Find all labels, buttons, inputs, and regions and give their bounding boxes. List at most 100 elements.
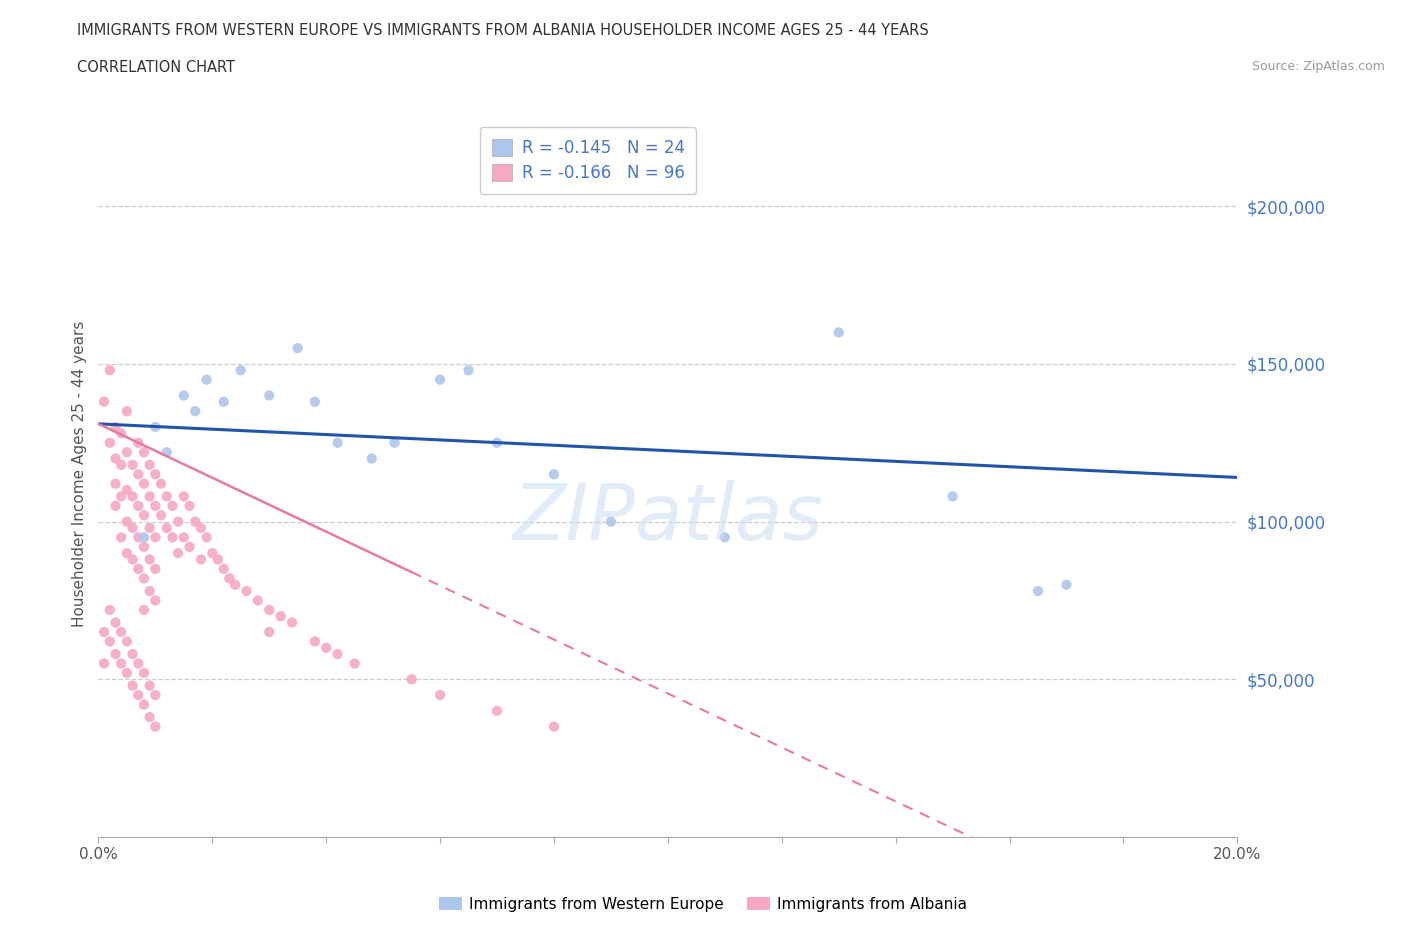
Point [98, 363, 121, 378]
Point [235, 583, 257, 598]
Point [173, 388, 195, 403]
Point [110, 625, 132, 640]
Point [98, 603, 121, 618]
Point [212, 394, 235, 409]
Point [184, 514, 207, 529]
Point [429, 372, 451, 387]
Point [138, 583, 160, 598]
Point [1026, 583, 1049, 598]
Point [201, 546, 224, 561]
Point [156, 521, 179, 536]
Point [93, 625, 115, 640]
Point [173, 489, 195, 504]
Point [138, 489, 160, 504]
Point [127, 656, 149, 671]
Point [104, 498, 127, 513]
Point [384, 435, 406, 450]
Point [360, 451, 382, 466]
Point [600, 514, 623, 529]
Text: CORRELATION CHART: CORRELATION CHART [77, 60, 235, 75]
Point [486, 703, 509, 718]
Point [127, 530, 149, 545]
Point [281, 615, 304, 630]
Point [121, 458, 143, 472]
Point [132, 445, 155, 459]
Point [115, 404, 138, 418]
Point [326, 435, 349, 450]
Point [121, 521, 143, 536]
Point [179, 539, 201, 554]
Point [98, 634, 121, 649]
Point [138, 678, 160, 693]
Point [156, 445, 179, 459]
Point [259, 388, 281, 403]
Point [270, 609, 292, 624]
Point [195, 372, 218, 387]
Point [93, 656, 115, 671]
Point [132, 603, 155, 618]
Point [401, 671, 423, 686]
Point [115, 483, 138, 498]
Point [145, 719, 167, 734]
Point [127, 467, 149, 482]
Point [104, 615, 127, 630]
Point [714, 530, 737, 545]
Point [315, 641, 337, 656]
Point [543, 719, 565, 734]
Point [184, 404, 207, 418]
Point [127, 435, 149, 450]
Point [304, 634, 326, 649]
Point [132, 508, 155, 523]
Point [179, 498, 201, 513]
Point [207, 552, 229, 567]
Point [121, 646, 143, 661]
Point [127, 498, 149, 513]
Point [457, 363, 479, 378]
Point [104, 646, 127, 661]
Point [162, 498, 184, 513]
Point [115, 514, 138, 529]
Point [121, 678, 143, 693]
Point [162, 530, 184, 545]
Point [212, 562, 235, 577]
Point [127, 687, 149, 702]
Point [115, 634, 138, 649]
Point [173, 530, 195, 545]
Point [543, 467, 565, 482]
Text: Source: ZipAtlas.com: Source: ZipAtlas.com [1251, 60, 1385, 73]
Point [104, 451, 127, 466]
Point [167, 546, 190, 561]
Point [115, 546, 138, 561]
Point [167, 514, 190, 529]
Point [110, 656, 132, 671]
Point [156, 489, 179, 504]
Point [486, 435, 509, 450]
Point [195, 530, 218, 545]
Point [145, 467, 167, 482]
Point [138, 552, 160, 567]
Point [138, 710, 160, 724]
Y-axis label: Householder Income Ages 25 - 44 years: Householder Income Ages 25 - 44 years [72, 321, 87, 628]
Point [110, 426, 132, 441]
Point [145, 687, 167, 702]
Point [145, 562, 167, 577]
Point [229, 363, 252, 378]
Text: IMMIGRANTS FROM WESTERN EUROPE VS IMMIGRANTS FROM ALBANIA HOUSEHOLDER INCOME AGE: IMMIGRANTS FROM WESTERN EUROPE VS IMMIGR… [77, 23, 929, 38]
Point [121, 552, 143, 567]
Point [190, 521, 212, 536]
Point [246, 593, 269, 608]
Point [110, 458, 132, 472]
Point [104, 419, 127, 434]
Point [110, 530, 132, 545]
Point [942, 489, 965, 504]
Point [343, 656, 366, 671]
Point [132, 539, 155, 554]
Point [145, 419, 167, 434]
Point [98, 435, 121, 450]
Point [132, 476, 155, 491]
Point [110, 489, 132, 504]
Point [115, 445, 138, 459]
Point [145, 498, 167, 513]
Legend: Immigrants from Western Europe, Immigrants from Albania: Immigrants from Western Europe, Immigran… [433, 891, 973, 918]
Point [132, 698, 155, 712]
